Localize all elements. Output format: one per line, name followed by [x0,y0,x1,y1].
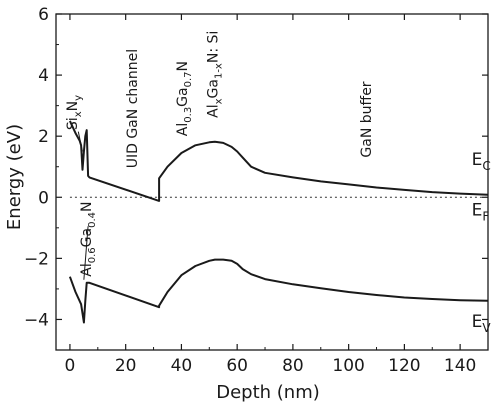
ticks: 0 20 40 60 80 100 120 140 −4 −2 0 2 4 6 [24,5,489,376]
band-label-f: EF [472,201,490,224]
y-tick-label: 4 [38,66,49,86]
algan06-pointer [83,226,89,280]
y-axis-title: Energy (eV) [4,124,25,230]
x-tick-label: 0 [65,356,76,376]
annotation-uid: UID GaN channel [125,49,141,168]
x-tick-label: 100 [332,356,364,376]
band-label-v: EV [472,312,492,335]
axes [55,13,489,351]
x-tick-label: 80 [282,356,304,376]
x-tick-label: 60 [226,356,248,376]
annotation-algan03: Al0.3Ga0.7N [175,61,194,136]
sixny-pointer [77,131,83,152]
y-tick-label: −2 [24,249,49,269]
x-axis-title: Depth (nm) [216,382,320,403]
y-tick-label: −4 [24,310,49,330]
series [68,120,489,324]
annotation-alxgan: AlxGa1-xN: Si [206,31,225,118]
annotation-ganbuffer: GaN buffer [359,81,375,157]
ec-band-line [68,120,489,202]
y-tick-label: 6 [38,5,49,25]
y-tick-label: 2 [38,127,49,147]
plot-frame [55,13,489,351]
y-tick-label: 0 [38,188,49,208]
band-label-c: EC [472,150,491,173]
x-tick-label: 20 [115,356,137,376]
x-tick-label: 40 [171,356,193,376]
x-tick-label: 120 [388,356,420,376]
x-tick-label: 140 [444,356,476,376]
ev-band-line [68,258,489,324]
annotation-sixny: SixNy [65,95,84,130]
annotation-algan06: Al0.6Ga0.4N [79,201,98,276]
annotations: EC EF EV SixNy UID GaN channel Al0.3Ga0.7N Alx… [65,31,491,335]
